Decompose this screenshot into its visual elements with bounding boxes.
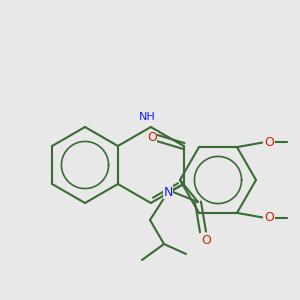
Text: NH: NH [138,112,155,122]
Text: O: O [201,233,211,247]
Text: O: O [147,131,157,145]
Text: O: O [264,212,274,224]
Text: N: N [163,185,173,199]
Text: O: O [264,136,274,148]
